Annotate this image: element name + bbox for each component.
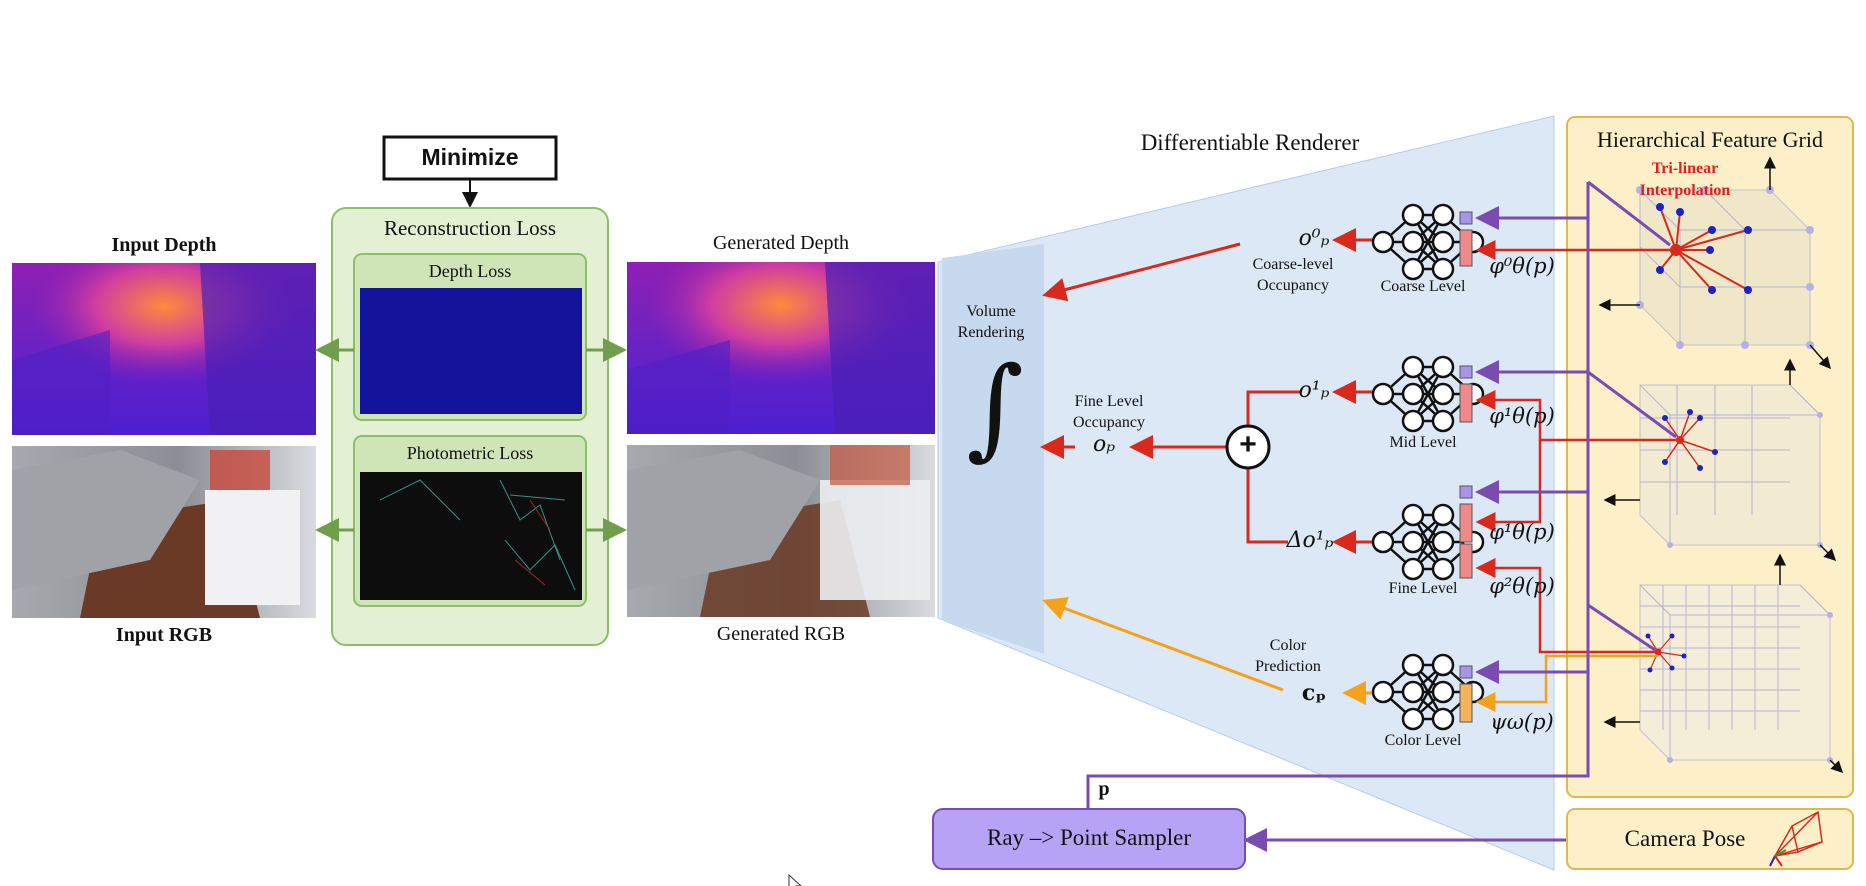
input-rgb-label: Input RGB (115, 624, 213, 646)
phi2-fine-label: φ²θ(p) (1489, 574, 1555, 598)
grid-to-features-red (1475, 240, 1680, 654)
coarse-level-label: Coarse Level (1380, 278, 1466, 295)
plus-node (1225, 424, 1271, 470)
photometric-loss-image (360, 472, 582, 600)
reconstruction-loss-title: Reconstruction Loss (383, 216, 557, 240)
grid-to-color-orange (1475, 654, 1658, 712)
nn-mid (1371, 355, 1485, 433)
psi-label: ψω(p) (1490, 710, 1554, 734)
fine-occupancy-label: Fine Level Occupancy (1073, 393, 1145, 431)
trilinear-interpolation-label: Tri-linear Interpolation (1639, 160, 1731, 199)
delta-o-p1-symbol: Δo¹ₚ (1286, 528, 1334, 553)
coarse-occupancy-label: Coarse-level Occupancy (1252, 256, 1334, 294)
volume-rendering-panel (942, 244, 1044, 654)
camera-pose-label: Camera Pose (1624, 826, 1746, 851)
o-p-symbol: oₚ (1092, 432, 1116, 457)
renderer-frustum (937, 115, 1555, 871)
photometric-loss-title: Photometric Loss (406, 443, 534, 463)
sampler-label: Ray –> Point Sampler (987, 825, 1191, 850)
grid-cube-fine (1639, 584, 1831, 761)
arrow-cp-to-volume (1042, 597, 1284, 692)
grid-cube-coarse (1639, 189, 1811, 346)
mid-level-label: Mid Level (1389, 434, 1457, 451)
input-rgb-table (205, 490, 300, 605)
color-prediction-label: Color Prediction (1255, 637, 1321, 675)
purple-routing (1086, 180, 1677, 808)
feature-bars (1459, 211, 1473, 723)
photometric-loss-edges (379, 479, 576, 591)
depth-loss-image (360, 288, 582, 414)
minimize-label: Minimize (421, 144, 519, 170)
renderer-title: Differentiable Renderer (1140, 130, 1360, 155)
camera-pose-icon (1774, 810, 1823, 857)
point-p-label: p (1098, 778, 1110, 800)
color-level-label: Color Level (1384, 732, 1462, 749)
camera-axis-icon (1769, 849, 1787, 867)
photometric-loss-edges-red (514, 499, 551, 586)
nn-coarse (1371, 203, 1485, 281)
o-p0-symbol: o⁰ₚ (1298, 226, 1330, 251)
c-p-symbol: cₚ (1301, 680, 1327, 706)
fine-level-label: Fine Level (1388, 580, 1458, 597)
depth-loss-title: Depth Loss (428, 261, 512, 281)
input-depth-wall (200, 263, 316, 435)
mouse-cursor-icon (788, 873, 802, 886)
input-depth-label: Input Depth (111, 234, 217, 256)
grid-cube-mid (1639, 384, 1821, 546)
generated-depth-label: Generated Depth (712, 232, 850, 254)
integral-symbol: ∫ (966, 343, 1024, 471)
phi1-mid-label: φ¹θ(p) (1489, 404, 1555, 428)
cube-axes (1598, 156, 1844, 774)
generated-rgb-label: Generated RGB (716, 623, 846, 645)
volume-rendering-label: Volume Rendering (957, 303, 1025, 341)
arrow-o0-to-volume (1042, 242, 1241, 302)
input-rgb-sofa (12, 450, 200, 590)
plus-symbol: + (1239, 428, 1257, 461)
phi1-fine-label: φ¹θ(p) (1489, 520, 1555, 544)
nn-fine (1371, 503, 1485, 581)
o-p1-symbol: o¹ₚ (1298, 378, 1330, 403)
phi0-label: φ⁰θ(p) (1489, 254, 1555, 278)
sampler-box (932, 808, 1246, 870)
interp-star-mid (1664, 411, 1716, 469)
feature-grid-title: Hierarchical Feature Grid (1597, 127, 1823, 152)
